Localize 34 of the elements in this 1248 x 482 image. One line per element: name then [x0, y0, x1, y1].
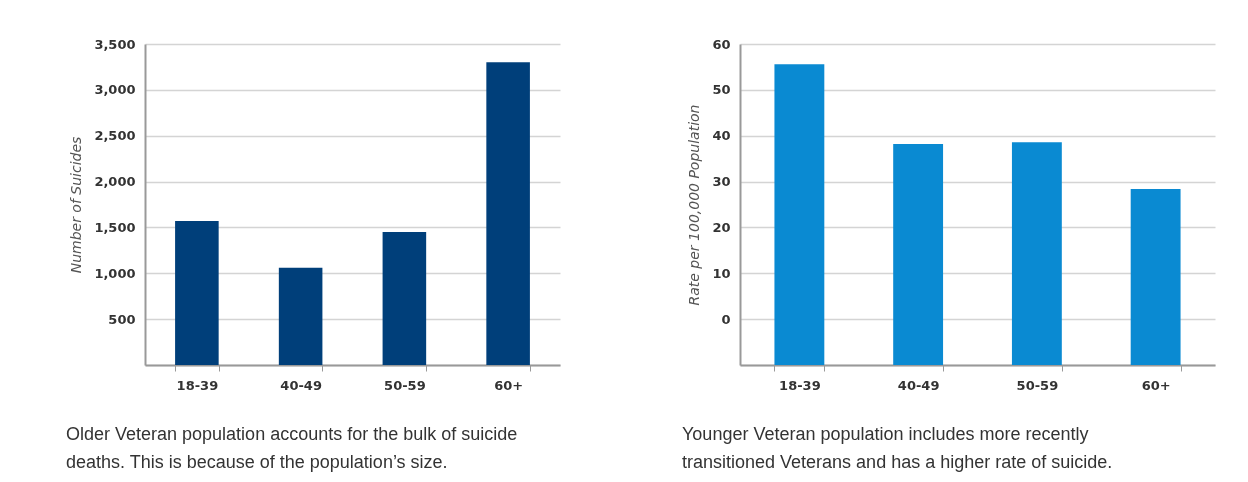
y-tick-label: 0	[721, 311, 731, 327]
y-tick-label: 40	[712, 128, 731, 144]
y-tick-label: 60	[712, 36, 731, 52]
bar	[278, 267, 323, 365]
bar	[1130, 188, 1181, 365]
y-tick-label: 2,000	[94, 174, 136, 190]
x-tick-label: 60+	[1141, 377, 1171, 393]
x-tick-label: 18-39	[779, 377, 821, 393]
x-tick-label: 50-59	[1016, 377, 1059, 393]
y-tick-label: 50	[712, 82, 731, 98]
y-axis-title: Rate per 100,000 Population	[686, 104, 703, 306]
bar	[175, 221, 219, 365]
y-tick-label: 500	[108, 311, 136, 327]
bar	[382, 232, 427, 365]
text: Older Veteran population accounts for the bulk of suicide deaths. This is because of the population’s size.	[66, 423, 519, 474]
bar	[893, 143, 944, 365]
y-tick-label: 10	[712, 265, 731, 281]
x-tick-label: 50-59	[384, 377, 426, 393]
x-tick-label: 40-49	[897, 377, 940, 393]
y-tick-label: 3,000	[94, 82, 136, 98]
y-tick-label: 1,000	[94, 265, 136, 281]
x-tick-label: 18-39	[176, 377, 219, 393]
bar	[486, 62, 530, 365]
text: Younger Veteran population includes more recently transitioned Veterans and has a higher rate of suicide.	[682, 423, 1114, 474]
y-tick-label: 20	[712, 219, 731, 235]
y-tick-label: 30	[712, 174, 731, 190]
bar	[1011, 142, 1062, 365]
bar	[774, 64, 825, 365]
x-tick-label: 60+	[494, 377, 524, 393]
y-tick-label: 3,500	[94, 36, 136, 52]
y-tick-label: 1,500	[94, 219, 136, 235]
y-tick-label: 2,500	[94, 128, 136, 144]
x-tick-label: 40-49	[280, 377, 322, 393]
y-axis-title: Number of Suicides	[68, 136, 85, 274]
